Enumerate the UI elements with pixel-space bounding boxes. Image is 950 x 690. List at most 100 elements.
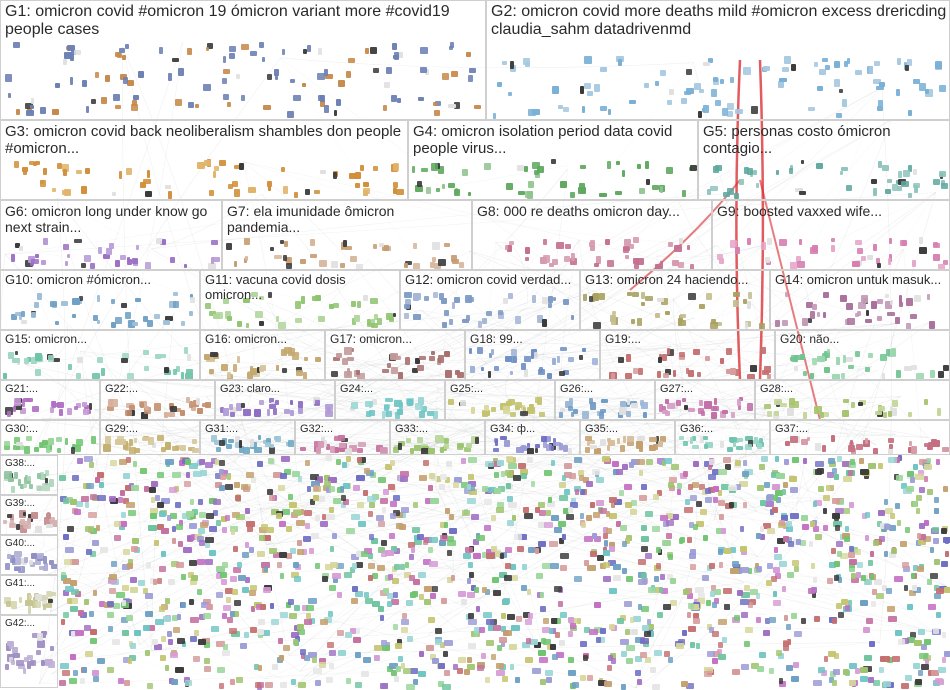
cluster-cell-g12: G12: omicron covid verdad...: [400, 270, 580, 330]
cluster-nodes: [103, 435, 199, 454]
cluster-cell-g21: G21:...: [0, 380, 100, 420]
cluster-cell-g35: G35:...: [580, 420, 675, 455]
cluster-cell-g14: G14: omicron untuk masuk...: [770, 270, 950, 330]
cluster-cell-g32: G32:...: [295, 420, 390, 455]
cluster-nodes: [701, 159, 949, 199]
cluster-label: G4: omicron isolation period data covid …: [413, 123, 695, 158]
cluster-label: G33:...: [395, 423, 428, 436]
cluster-label: G25:...: [450, 383, 483, 396]
cluster-cell-g11: G11: vacuna covid dosis omicron...: [200, 270, 400, 330]
cluster-cell-g18: G18: 99...: [465, 330, 600, 380]
cluster-label: G24:...: [340, 383, 373, 396]
cluster-cell-g39: G39:...: [0, 495, 58, 535]
cluster-nodes: [3, 435, 99, 454]
cluster-nodes: [3, 397, 99, 419]
cluster-label: G8: 000 re deaths omicron day...: [477, 203, 680, 219]
cluster-nodes: [773, 435, 949, 454]
cluster-label: G10: omicron #ómicron...: [5, 273, 151, 288]
cluster-cell-g10: G10: omicron #ómicron...: [0, 270, 200, 330]
cluster-nodes: [3, 470, 57, 494]
cluster-label: G34: ф...: [490, 423, 535, 436]
cluster-label: G5: personas costo ómicron contagio...: [703, 123, 947, 158]
cluster-cell-g17: G17: omicron...: [325, 330, 465, 380]
cluster-label: G3: omicron covid back neoliberalism sha…: [5, 123, 405, 158]
cluster-cell-g33: G33:...: [390, 420, 485, 455]
cluster-cell-g37: G37:...: [770, 420, 950, 455]
cluster-nodes: [3, 510, 57, 534]
cluster-nodes: [403, 291, 579, 329]
cluster-label: G14: omicron untuk masuk...: [775, 273, 941, 288]
cluster-cell-g5: G5: personas costo ómicron contagio...: [698, 120, 950, 200]
cluster-cell-g38: G38:...: [0, 455, 58, 495]
cluster-nodes: [489, 56, 949, 119]
cluster-nodes: [558, 397, 654, 419]
cluster-nodes: [411, 159, 697, 199]
cluster-nodes: [468, 347, 599, 379]
cluster-nodes: [758, 397, 949, 419]
cluster-label: G6: omicron long under know go next stra…: [5, 203, 219, 235]
cluster-label: G18: 99...: [470, 333, 523, 347]
cluster-nodes: [3, 550, 57, 574]
cluster-nodes: [328, 347, 464, 379]
cluster-label: G36:...: [680, 423, 713, 436]
cluster-nodes: [338, 397, 444, 419]
cluster-label: G22:...: [105, 383, 138, 396]
cluster-nodes: [218, 397, 334, 419]
cluster-cell-g24: G24:...: [335, 380, 445, 420]
cluster-cell-g20: G20: não...: [775, 330, 950, 380]
cluster-nodes: [583, 435, 674, 454]
cluster-cell-g29: G29:...: [100, 420, 200, 455]
cluster-label: G31:...: [205, 423, 238, 436]
cluster-cell-g36: G36:...: [675, 420, 770, 455]
cluster-cell-g34: G34: ф...: [485, 420, 580, 455]
cluster-cell-g22: G22:...: [100, 380, 215, 420]
cluster-nodes: [658, 397, 754, 419]
cluster-nodes: [3, 237, 221, 269]
cluster-cell-g40: G40:...: [0, 535, 58, 575]
cluster-nodes: [103, 397, 214, 419]
cluster-label: G13: omicron 24 haciendo...: [585, 273, 748, 288]
cluster-nodes: [3, 291, 199, 329]
cluster-cell-g3: G3: omicron covid back neoliberalism sha…: [0, 120, 408, 200]
cluster-label: G27:...: [660, 383, 693, 396]
cluster-label: G20: não...: [780, 333, 839, 347]
cluster-cell-g1: G1: omicron covid #omicron 19 ómicron va…: [0, 0, 486, 120]
cluster-label: G26:...: [560, 383, 593, 396]
cluster-nodes: [583, 291, 769, 329]
cluster-cell-g28: G28:...: [755, 380, 950, 420]
cluster-label: G38:...: [5, 458, 35, 470]
cluster-label: G39:...: [5, 498, 35, 510]
cluster-cell-g26: G26:...: [555, 380, 655, 420]
cluster-cell-g2: G2: omicron covid more deaths mild #omic…: [486, 0, 950, 120]
cluster-nodes: [678, 435, 769, 454]
cluster-nodes: [3, 347, 199, 379]
cluster-label: G32:...: [300, 423, 333, 436]
cluster-nodes: [603, 347, 774, 379]
cluster-cell-g41: G41:...: [0, 575, 58, 615]
cluster-label: G37:...: [775, 423, 808, 436]
isolate-scatter-region: [58, 455, 950, 688]
cluster-nodes: [225, 237, 471, 269]
cluster-label: G21:...: [5, 383, 38, 396]
cluster-nodes: [3, 159, 407, 199]
cluster-label: G12: omicron covid verdad...: [405, 273, 571, 288]
cluster-cell-g19: G19:...: [600, 330, 775, 380]
cluster-cell-g30: G30:...: [0, 420, 100, 455]
cluster-cell-g9: G9: boosted vaxxed wife...: [712, 200, 950, 270]
cluster-label: G30:...: [5, 423, 38, 436]
cluster-label: G1: omicron covid #omicron 19 ómicron va…: [5, 3, 483, 40]
cluster-nodes: [778, 347, 949, 379]
cluster-label: G42:...: [5, 618, 35, 630]
cluster-label: G16: omicron...: [205, 333, 287, 347]
cluster-label: G23: claro...: [220, 383, 280, 396]
cluster-label: G7: ela imunidade ômicron pandemia...: [227, 203, 469, 235]
cluster-label: G35:...: [585, 423, 618, 436]
cluster-cell-g13: G13: omicron 24 haciendo...: [580, 270, 770, 330]
cluster-label: G41:...: [5, 578, 35, 590]
cluster-cell-g27: G27:...: [655, 380, 755, 420]
cluster-nodes: [298, 435, 389, 454]
cluster-nodes: [393, 435, 484, 454]
cluster-cell-g16: G16: omicron...: [200, 330, 325, 380]
cluster-label: G29:...: [105, 423, 138, 436]
cluster-cell-g23: G23: claro...: [215, 380, 335, 420]
